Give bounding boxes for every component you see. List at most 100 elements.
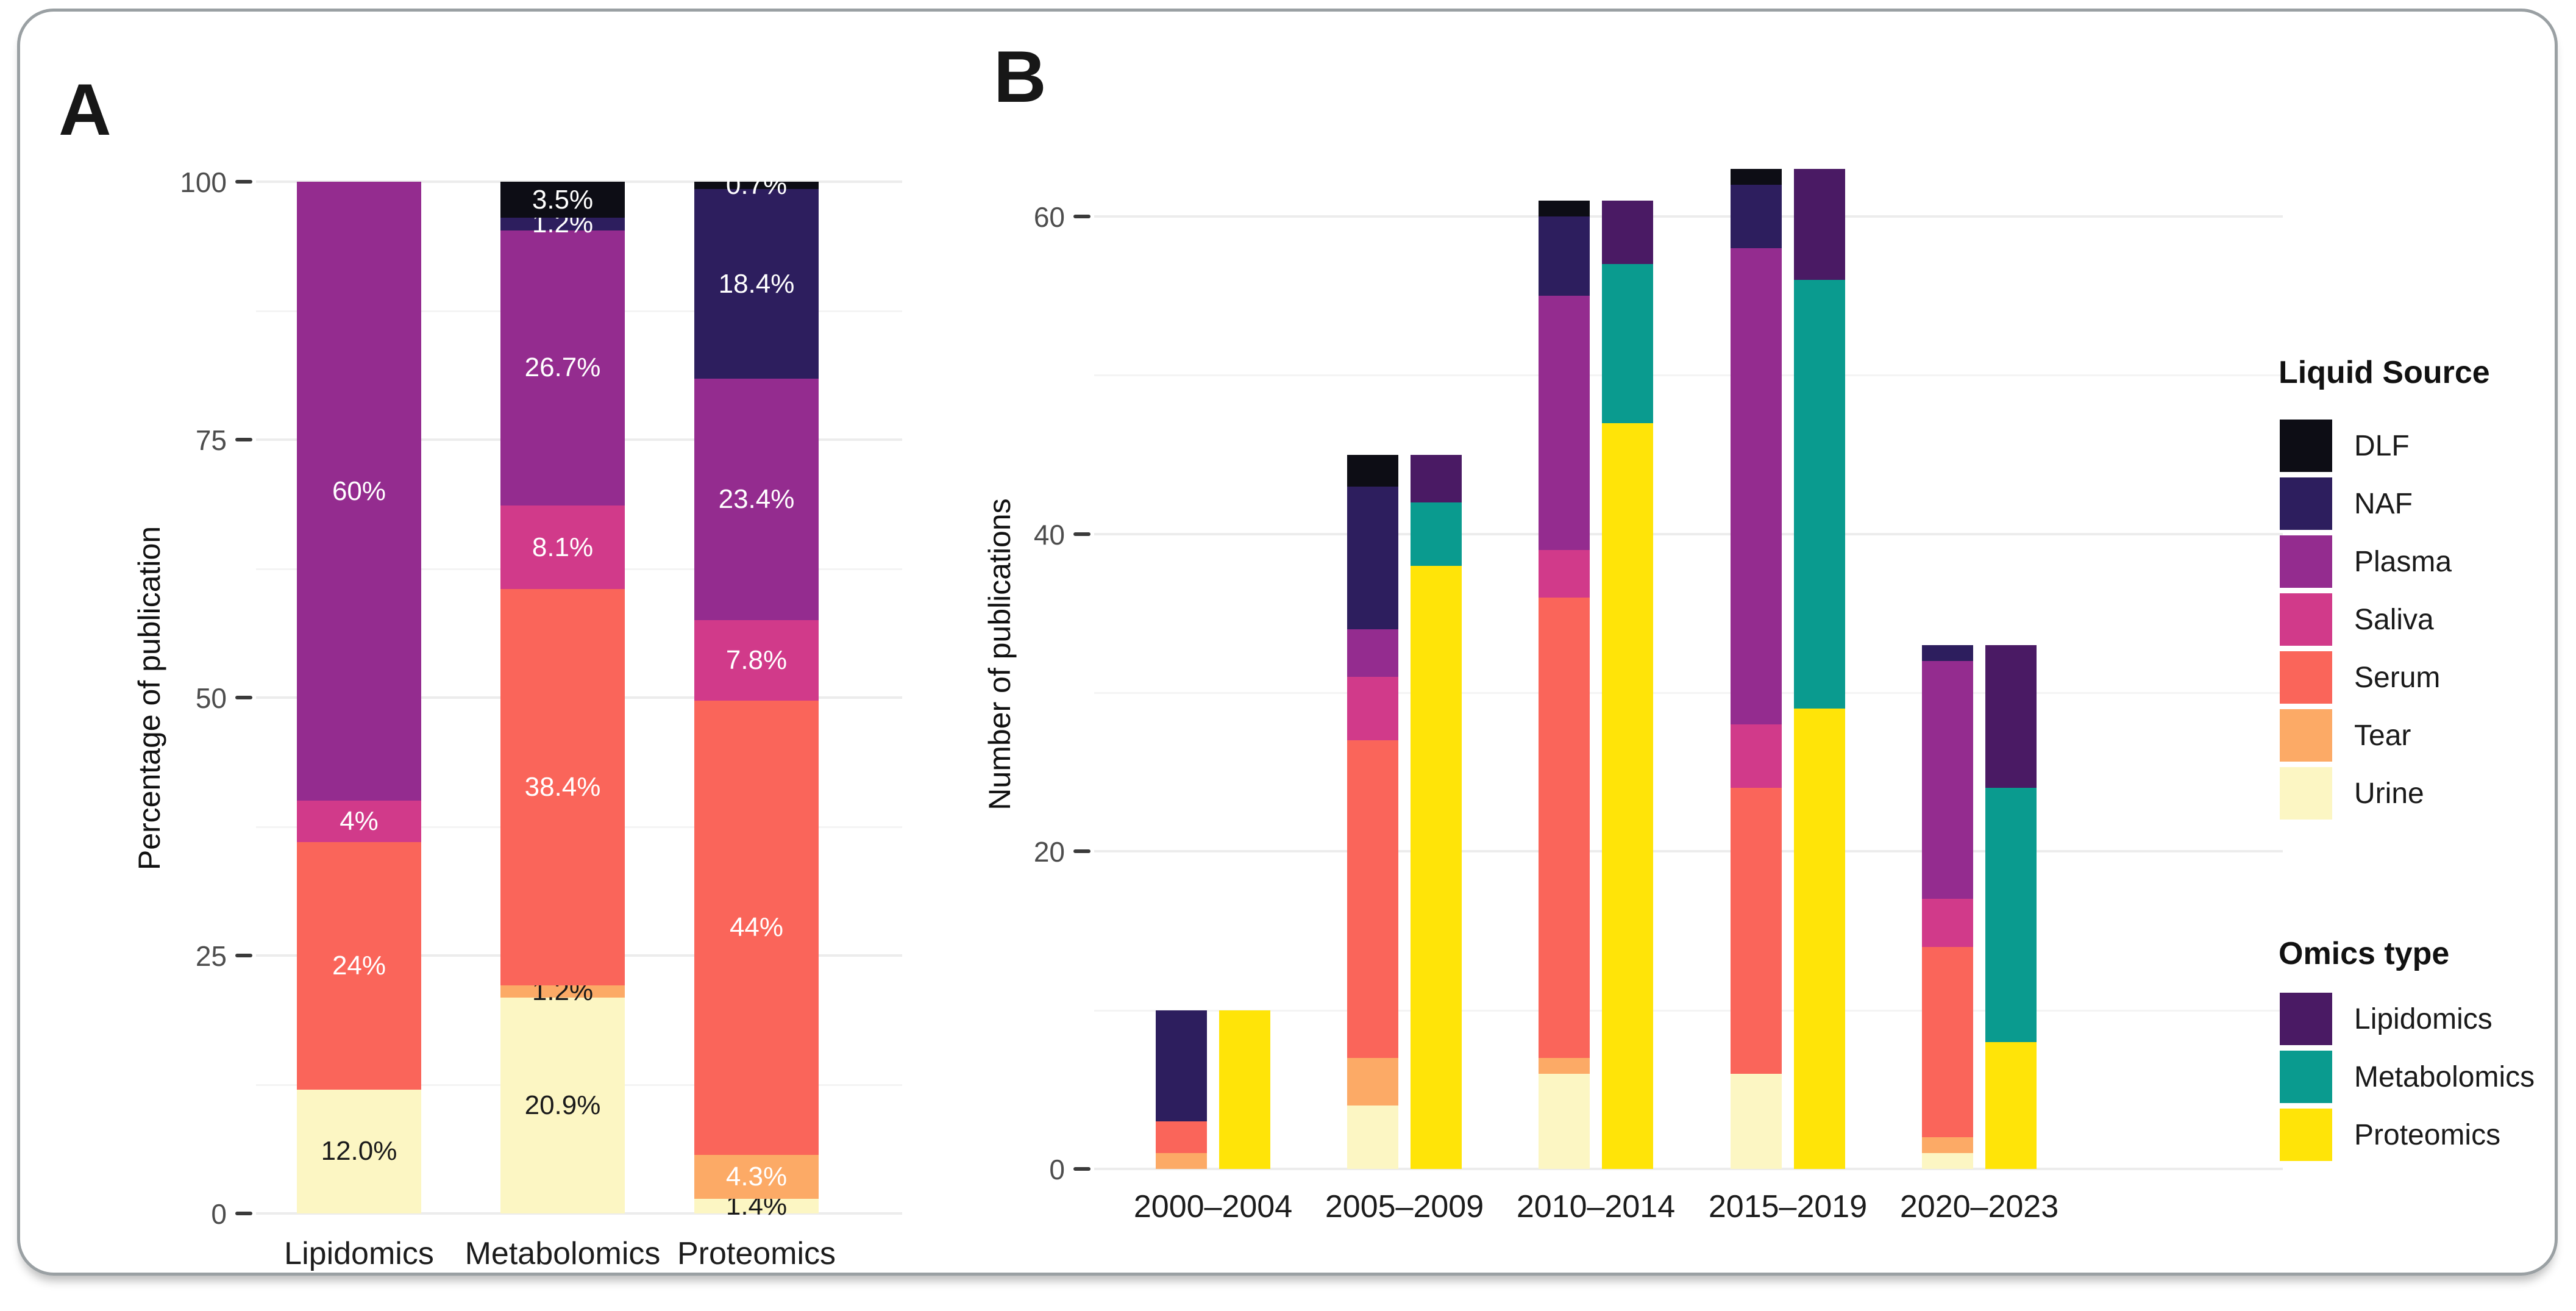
bar-segment-dlf [500, 182, 625, 218]
bar-segment-serum [1539, 597, 1590, 1058]
bar-segment-tear [1539, 1057, 1590, 1074]
x-axis-label: 2000–2004 [1133, 1189, 1293, 1224]
y-axis-tick-mark [235, 438, 252, 441]
x-axis-label: Lipidomics [284, 1236, 434, 1271]
gridline-minor [1094, 692, 2283, 695]
bar-segment-proteomics [1219, 1010, 1270, 1169]
bar-segment-urine [1922, 1152, 1973, 1169]
legend-swatch-naf [2280, 477, 2332, 530]
y-axis-tick-mark [235, 696, 252, 699]
bar-segment-label: 18.4% [718, 268, 795, 299]
bar-segment-tear [694, 1154, 819, 1199]
y-axis-tick-label: 50 [195, 682, 227, 714]
y-axis-tick-mark [1073, 849, 1091, 854]
bar-segment-serum [1922, 946, 1973, 1137]
y-axis-tick-label: 20 [1033, 836, 1065, 868]
bar-segment-urine [1731, 1073, 1782, 1169]
legend-swatch-serum [2280, 651, 2332, 704]
y-axis-tick-label: 0 [211, 1198, 227, 1230]
bar-segment-serum [694, 701, 819, 1155]
y-axis-tick-label: 40 [1033, 518, 1065, 551]
gridline-minor [1094, 374, 2283, 377]
bar-segment-proteomics [1794, 709, 1845, 1169]
bar-segment-label: 12.0% [321, 1136, 397, 1166]
bar-segment-plasma [1922, 661, 1973, 899]
legend-swatch-dlf [2280, 420, 2332, 472]
legend-swatch-saliva [2280, 593, 2332, 646]
legend-swatch-proteomics [2280, 1109, 2332, 1161]
bar-segment-label: 4% [340, 806, 379, 837]
y-axis-tick-label: 100 [180, 166, 227, 198]
figure-border [17, 9, 2558, 1276]
bar-segment-naf [1156, 1010, 1207, 1121]
x-axis-label: Proteomics [677, 1236, 836, 1271]
bar-segment-serum [1156, 1121, 1207, 1153]
bar-segment-label: 4.3% [725, 1161, 788, 1191]
bar-segment-label: 23.4% [718, 484, 795, 515]
bar-segment-metabolomics [1602, 264, 1653, 423]
bar-segment-urine [1539, 1073, 1590, 1169]
x-axis-label: 2005–2009 [1325, 1189, 1484, 1224]
bar-segment-metabolomics [1411, 502, 1462, 566]
legend-label: DLF [2354, 430, 2410, 462]
panel-a-label: A [59, 69, 112, 151]
bar-segment-label: 7.8% [725, 645, 788, 676]
bar-segment-metabolomics [1794, 280, 1845, 709]
bar-segment-lipidomics [1602, 201, 1653, 265]
bar-segment-serum [1347, 740, 1398, 1058]
bar-segment-lipidomics [1411, 454, 1462, 502]
bar-segment-tear [500, 985, 625, 998]
bar-segment-label: 20.9% [524, 1090, 601, 1121]
legend-liquid-source-title: Liquid Source [2279, 355, 2490, 390]
bar-segment-label: 26.7% [524, 352, 601, 383]
bar-segment-naf [500, 218, 625, 230]
x-axis-label: 2010–2014 [1516, 1189, 1676, 1224]
x-axis-label: 2015–2019 [1708, 1189, 1868, 1224]
y-axis-tick-mark [235, 1212, 252, 1215]
bar-segment-urine [1347, 1105, 1398, 1169]
x-axis-label: Metabolomics [464, 1236, 661, 1271]
legend-label: NAF [2354, 488, 2413, 520]
bar-segment-saliva [1922, 899, 1973, 947]
y-axis-tick-label: 25 [195, 940, 227, 972]
gridline-major [256, 1212, 902, 1215]
panel-a-plot-area: 0 25 50 75 100 12.0% 24% 4% 60% Lipidomics 20.9% 1.… [180, 168, 902, 1270]
bar-segment-label: 24% [332, 950, 386, 981]
bar-segment-plasma [1539, 296, 1590, 550]
panel-b-label: B [994, 36, 1047, 118]
legend-label: Tear [2354, 720, 2411, 752]
legend-label: Serum [2354, 662, 2441, 694]
legend-swatch-plasma [2280, 535, 2332, 588]
bar-segment-plasma [500, 230, 625, 506]
y-axis-tick-label: 0 [1049, 1154, 1065, 1185]
bar-segment-dlf [694, 182, 819, 189]
bar-segment-saliva [1731, 724, 1782, 788]
bar-segment-plasma [297, 182, 421, 801]
y-axis-tick-mark [235, 954, 252, 957]
legend-swatch-tear [2280, 709, 2332, 762]
bar-segment-saliva [1539, 549, 1590, 598]
gridline-major [1094, 1168, 2283, 1170]
bar-segment-saliva [297, 801, 421, 842]
bar-segment-tear [1347, 1057, 1398, 1106]
bar-segment-label: 60% [332, 476, 386, 506]
bar-segment-label: 0.7% [725, 170, 788, 200]
panel-b-y-axis-title: Number of publications [983, 498, 1017, 810]
bar-segment-saliva [1347, 677, 1398, 741]
gridline-major [1094, 215, 2283, 218]
bar-segment-proteomics [1985, 1041, 2037, 1169]
y-axis-tick-mark [1073, 215, 1091, 219]
legend-label: Proteomics [2354, 1119, 2501, 1151]
bar-segment-proteomics [1411, 565, 1462, 1169]
legend-label: Metabolomics [2354, 1061, 2535, 1093]
bar-segment-label: 44% [729, 912, 784, 943]
bar-segment-tear [1922, 1137, 1973, 1153]
bar-segment-naf [1922, 645, 1973, 661]
bar-segment-proteomics [1602, 423, 1653, 1169]
gridline-minor [1094, 1009, 2283, 1012]
legend-label: Saliva [2354, 604, 2434, 636]
bar-segment-label: 3.5% [532, 184, 594, 215]
x-axis-label: 2020–2023 [1899, 1189, 2059, 1224]
bar-segment-plasma [1731, 248, 1782, 725]
